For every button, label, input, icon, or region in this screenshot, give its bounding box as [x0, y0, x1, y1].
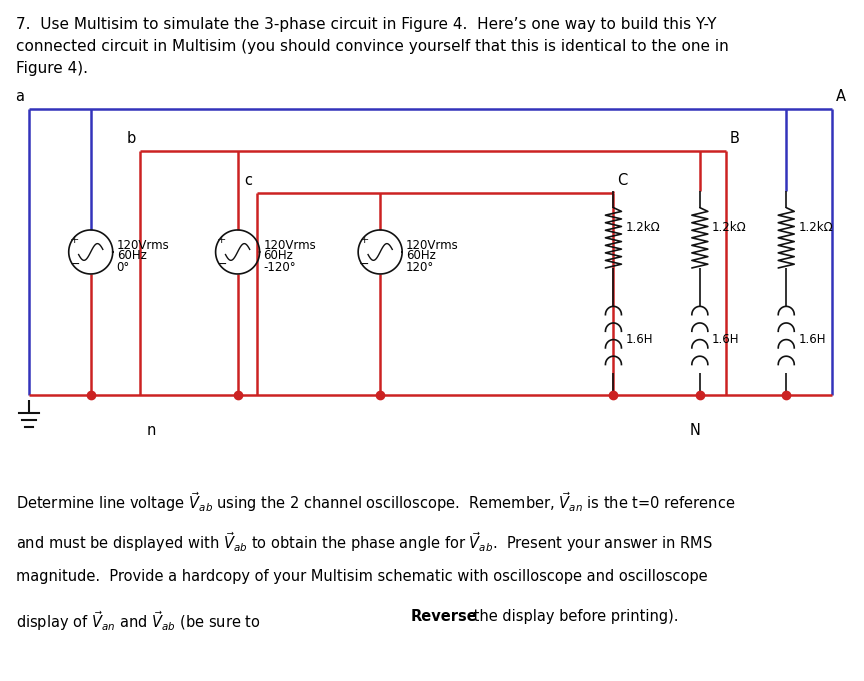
Text: 60Hz: 60Hz: [264, 249, 294, 262]
Text: −: −: [217, 257, 227, 270]
Text: the display before printing).: the display before printing).: [468, 609, 678, 624]
Text: a: a: [16, 89, 24, 104]
Text: Reverse: Reverse: [410, 609, 477, 624]
Text: 120°: 120°: [406, 261, 435, 274]
Text: C: C: [618, 174, 627, 189]
Text: c: c: [245, 174, 252, 189]
Text: +: +: [359, 235, 369, 245]
Text: −: −: [70, 257, 80, 270]
Text: B: B: [730, 131, 740, 146]
Text: +: +: [217, 235, 226, 245]
Text: 1.2kΩ: 1.2kΩ: [798, 221, 833, 234]
Text: −: −: [359, 257, 370, 270]
Text: 0°: 0°: [117, 261, 130, 274]
Text: 120Vrms: 120Vrms: [406, 239, 459, 252]
Text: display of $\vec{V}_{an}$ and $\vec{V}_{ab}$ (be sure to: display of $\vec{V}_{an}$ and $\vec{V}_{…: [16, 609, 261, 633]
Text: 1.6H: 1.6H: [712, 333, 740, 346]
Text: magnitude.  Provide a hardcopy of your Multisim schematic with oscilloscope and : magnitude. Provide a hardcopy of your Mu…: [16, 569, 707, 584]
Text: 60Hz: 60Hz: [406, 249, 436, 262]
Text: n: n: [147, 423, 156, 438]
Text: b: b: [127, 131, 136, 146]
Text: 1.2kΩ: 1.2kΩ: [626, 221, 660, 234]
Text: 1.6H: 1.6H: [798, 333, 826, 346]
Text: 7.  Use Multisim to simulate the 3-phase circuit in Figure 4.  Here’s one way to: 7. Use Multisim to simulate the 3-phase …: [16, 17, 728, 76]
Text: A: A: [836, 89, 846, 104]
Text: 1.6H: 1.6H: [626, 333, 653, 346]
Text: 120Vrms: 120Vrms: [117, 239, 169, 252]
Text: Determine line voltage $\vec{V}_{ab}$ using the 2 channel oscilloscope.  Remembe: Determine line voltage $\vec{V}_{ab}$ us…: [16, 490, 735, 514]
Text: 60Hz: 60Hz: [117, 249, 147, 262]
Text: and must be displayed with $\vec{V}_{ab}$ to obtain the phase angle for $\vec{V}: and must be displayed with $\vec{V}_{ab}…: [16, 530, 712, 554]
Text: -120°: -120°: [264, 261, 296, 274]
Text: 1.2kΩ: 1.2kΩ: [712, 221, 746, 234]
Text: 120Vrms: 120Vrms: [264, 239, 316, 252]
Text: +: +: [70, 235, 79, 245]
Text: N: N: [689, 423, 701, 438]
